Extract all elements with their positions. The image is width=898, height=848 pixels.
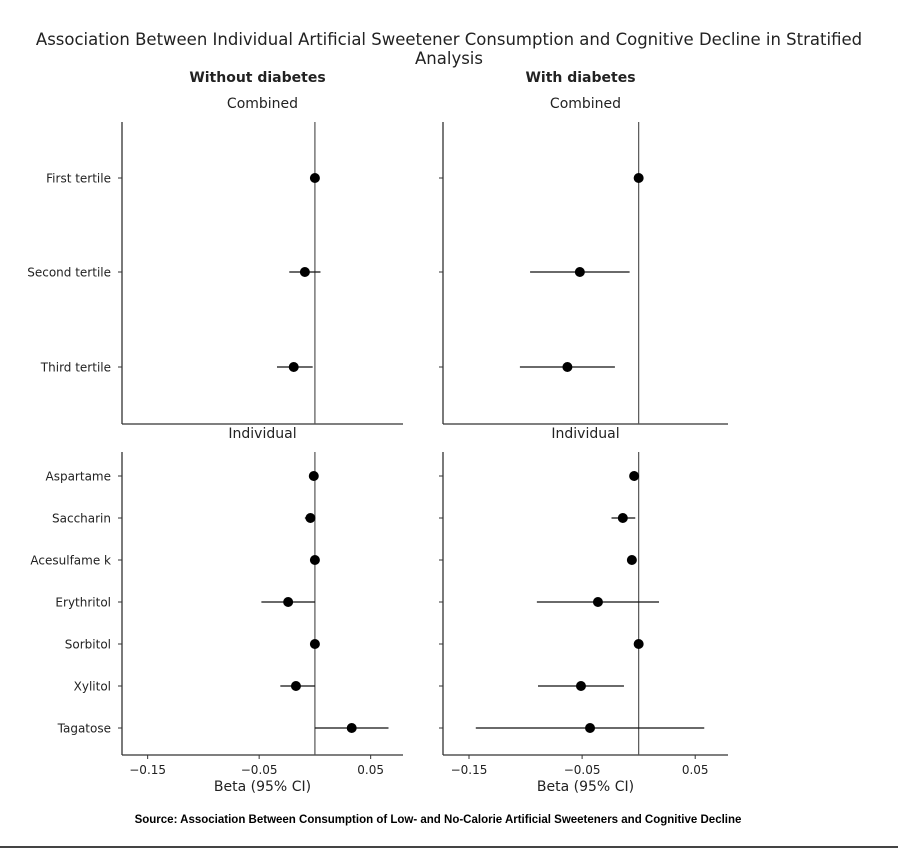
point-estimate (562, 362, 573, 372)
chart-title: Association Between Individual Artificia… (35, 30, 863, 68)
point-estimate (290, 681, 301, 691)
source-caption: Source: Association Between Consumption … (134, 814, 742, 826)
x-tick-label: 0.05 (357, 763, 384, 777)
panel-title: Combined (550, 96, 621, 112)
point-estimate (617, 513, 628, 523)
x-tick-label: −0.15 (129, 763, 166, 777)
point-estimate (283, 597, 294, 607)
point-estimate (305, 513, 316, 523)
point-estimate (308, 471, 319, 481)
x-tick-label: −0.05 (241, 763, 278, 777)
panel-title: Individual (228, 426, 296, 442)
column-header: Without diabetes (189, 70, 325, 86)
category-label: Erythritol (55, 596, 111, 610)
point-estimate (309, 555, 320, 565)
point-estimate (574, 267, 585, 277)
forest-plot: Without diabetes With diabetes Combined Fir… (27, 70, 728, 795)
x-axis-label: Beta (95% CI) (537, 779, 634, 795)
point-estimate (309, 639, 320, 649)
point-estimate (575, 681, 586, 691)
divider (0, 846, 898, 848)
point-estimate (309, 173, 320, 183)
category-label: Acesulfame k (30, 554, 111, 568)
point-estimate (626, 555, 637, 565)
category-label: First tertile (46, 172, 111, 186)
point-estimate (346, 723, 357, 733)
category-label: Aspartame (46, 470, 112, 484)
category-label: Sorbitol (65, 638, 111, 652)
point-estimate (633, 173, 644, 183)
point-estimate (633, 639, 644, 649)
category-label: Second tertile (27, 266, 111, 280)
panel-title: Individual (551, 426, 619, 442)
point-estimate (288, 362, 299, 372)
x-tick-label: 0.05 (682, 763, 709, 777)
column-header: With diabetes (525, 70, 635, 86)
category-label: Xylitol (74, 680, 111, 694)
x-tick-label: −0.15 (451, 763, 488, 777)
point-estimate (629, 471, 640, 481)
category-label: Tagatose (57, 722, 111, 736)
panel-title: Combined (227, 96, 298, 112)
category-label: Third tertile (40, 361, 111, 375)
x-tick-label: −0.05 (564, 763, 601, 777)
category-label: Saccharin (52, 512, 111, 526)
x-axis-label: Beta (95% CI) (214, 779, 311, 795)
point-estimate (592, 597, 603, 607)
point-estimate (299, 267, 310, 277)
point-estimate (585, 723, 596, 733)
